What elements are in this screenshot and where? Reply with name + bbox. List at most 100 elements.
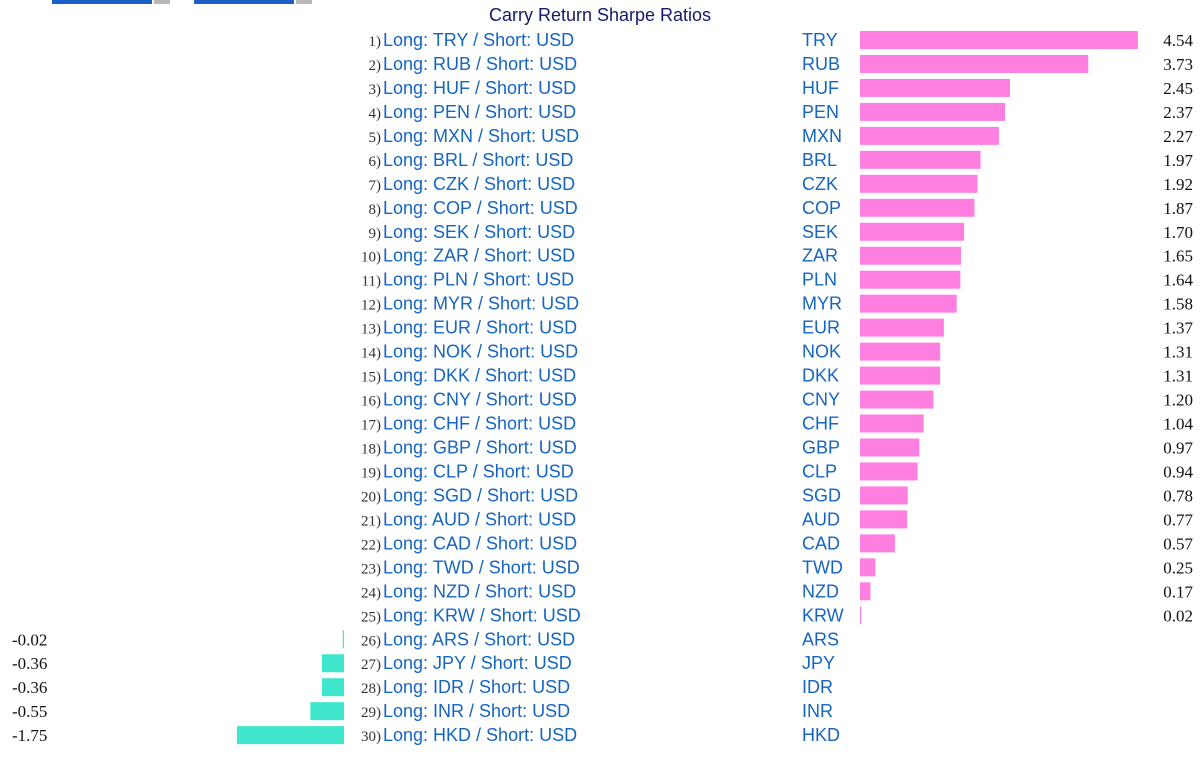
value-label: 0.17 <box>1163 582 1193 601</box>
ticker-label: KRW <box>802 605 844 625</box>
value-label: 1.97 <box>1163 151 1193 170</box>
value-label: -1.75 <box>12 726 47 745</box>
rank-label: 5) <box>369 130 382 146</box>
value-label: 1.87 <box>1163 199 1193 218</box>
value-label: -0.02 <box>12 630 47 649</box>
rank-label: 23) <box>361 561 381 577</box>
ticker-label: JPY <box>802 653 835 673</box>
ticker-label: SGD <box>802 485 841 505</box>
category-label: Long: GBP / Short: USD <box>383 437 577 457</box>
value-label: 2.37 <box>1163 103 1193 122</box>
ticker-label: NZD <box>802 581 839 601</box>
ticker-label: MYR <box>802 294 842 314</box>
value-label: 1.70 <box>1163 223 1193 242</box>
positive-bar <box>860 582 871 601</box>
positive-bar <box>860 102 1006 121</box>
rank-label: 25) <box>361 609 381 625</box>
category-label: Long: RUB / Short: USD <box>383 54 577 74</box>
rank-label: 22) <box>361 537 381 553</box>
rank-label: 8) <box>369 202 382 218</box>
rank-label: 6) <box>369 154 382 170</box>
rank-label: 21) <box>361 513 381 529</box>
rank-label: 17) <box>361 418 381 434</box>
category-label: Long: KRW / Short: USD <box>383 605 581 625</box>
value-label: 0.25 <box>1163 558 1193 577</box>
value-label: 2.27 <box>1163 127 1193 146</box>
value-label: 1.65 <box>1163 247 1193 266</box>
category-label: Long: JPY / Short: USD <box>383 653 572 673</box>
rank-label: 18) <box>361 441 381 457</box>
positive-bar <box>860 174 978 193</box>
category-label: Long: DKK / Short: USD <box>383 366 576 386</box>
category-label: Long: TRY / Short: USD <box>383 30 574 50</box>
date-range-end-dropdown-button[interactable] <box>296 0 312 4</box>
negative-bar <box>310 702 344 721</box>
category-label: Long: IDR / Short: USD <box>383 677 570 697</box>
ticker-label: GBP <box>802 437 840 457</box>
ticker-label: TWD <box>802 557 843 577</box>
category-label: Long: HKD / Short: USD <box>383 725 577 745</box>
value-label: -0.36 <box>12 678 47 697</box>
positive-bar <box>860 414 924 433</box>
category-label: Long: ARS / Short: USD <box>383 629 575 649</box>
positive-bar <box>860 342 941 361</box>
positive-bar <box>860 486 908 505</box>
negative-bar <box>236 726 344 745</box>
ticker-label: TRY <box>802 30 838 50</box>
value-label: 1.64 <box>1163 271 1193 290</box>
category-label: Long: NOK / Short: USD <box>383 342 578 362</box>
ticker-label: HKD <box>802 725 840 745</box>
positive-bar <box>860 270 961 289</box>
rank-label: 24) <box>361 585 381 601</box>
positive-bar <box>860 534 895 553</box>
ticker-label: DKK <box>802 366 839 386</box>
negative-bar <box>321 654 344 673</box>
category-label: Long: CAD / Short: USD <box>383 533 577 553</box>
positive-bar <box>860 510 908 529</box>
date-range-start-dropdown-button[interactable] <box>154 0 170 4</box>
ticker-label: ARS <box>802 629 839 649</box>
ticker-label: MXN <box>802 126 842 146</box>
ticker-label: INR <box>802 701 833 721</box>
positive-bar <box>860 390 934 409</box>
ticker-label: CHF <box>802 414 839 434</box>
value-label: 0.78 <box>1163 486 1193 505</box>
value-label: 0.57 <box>1163 534 1193 553</box>
date-range-end-input[interactable] <box>194 0 294 4</box>
positive-bar <box>860 150 981 169</box>
positive-bar <box>860 246 961 265</box>
category-label: Long: PEN / Short: USD <box>383 102 576 122</box>
rank-label: 13) <box>361 322 381 338</box>
category-label: Long: CHF / Short: USD <box>383 414 576 434</box>
rank-label: 26) <box>361 633 381 649</box>
positive-bar <box>860 558 876 577</box>
positive-bar <box>860 606 862 625</box>
negative-bar <box>342 630 344 649</box>
value-label: 1.20 <box>1163 391 1193 410</box>
category-label: Long: INR / Short: USD <box>383 701 570 721</box>
ticker-label: RUB <box>802 54 840 74</box>
ticker-label: NOK <box>802 342 841 362</box>
category-label: Long: ZAR / Short: USD <box>383 246 575 266</box>
ticker-label: CZK <box>802 174 838 194</box>
top-controls <box>0 0 330 6</box>
value-label: 0.02 <box>1163 606 1193 625</box>
rank-label: 2) <box>369 58 382 74</box>
ticker-label: CNY <box>802 390 840 410</box>
category-label: Long: CNY / Short: USD <box>383 390 577 410</box>
rank-label: 29) <box>361 705 381 721</box>
category-label: Long: SEK / Short: USD <box>383 222 575 242</box>
positive-bar <box>860 31 1138 49</box>
positive-bar <box>860 198 975 217</box>
value-label: 4.54 <box>1163 31 1193 50</box>
rank-label: 3) <box>369 82 382 98</box>
category-label: Long: NZD / Short: USD <box>383 581 576 601</box>
ticker-label: SEK <box>802 222 838 242</box>
date-range-start-input[interactable] <box>52 0 152 4</box>
value-label: 1.92 <box>1163 175 1193 194</box>
rank-label: 12) <box>361 298 381 314</box>
rank-label: 20) <box>361 489 381 505</box>
value-label: -0.55 <box>12 702 47 721</box>
ticker-label: IDR <box>802 677 833 697</box>
